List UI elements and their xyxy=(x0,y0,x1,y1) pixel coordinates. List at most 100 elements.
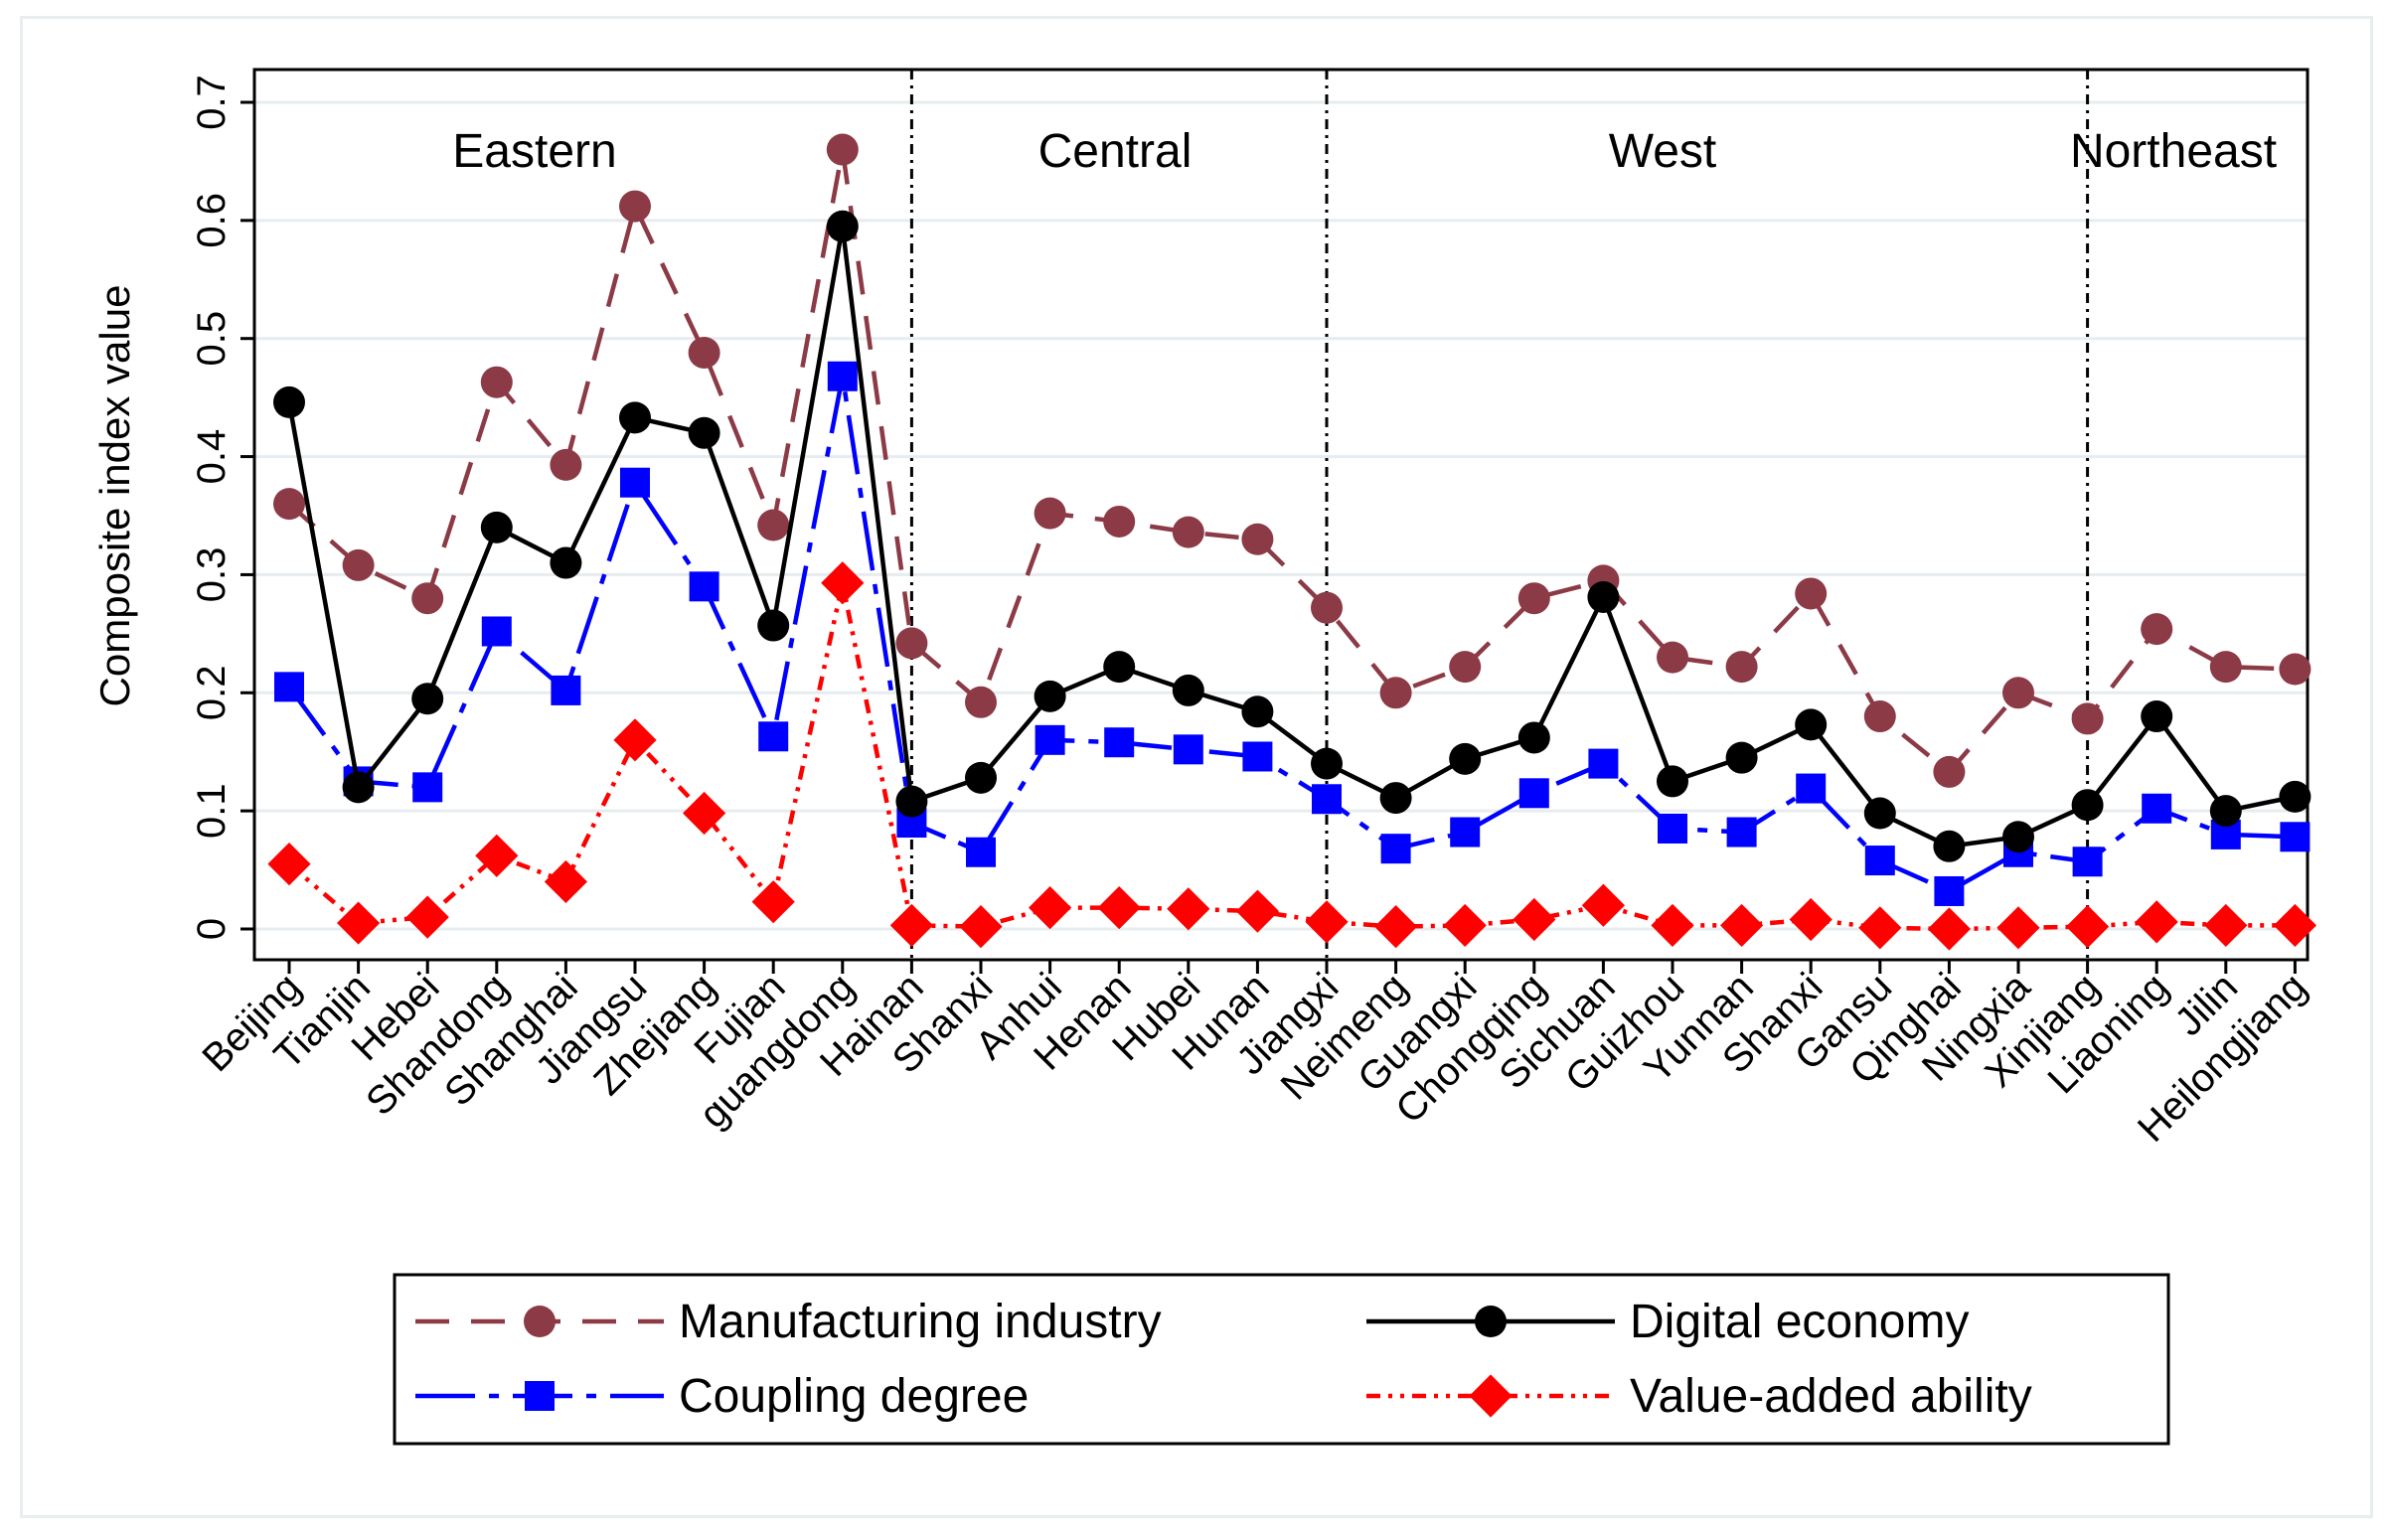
data-point xyxy=(1449,651,1482,684)
y-tick-label: 0.6 xyxy=(190,193,234,248)
data-point xyxy=(1796,773,1827,804)
region-labels: Eastern Central West Northeast xyxy=(452,125,2277,178)
data-point xyxy=(1934,875,1965,906)
data-point xyxy=(966,837,996,867)
plot-area-border xyxy=(252,68,2310,962)
data-point xyxy=(480,366,513,398)
data-point xyxy=(1443,903,1487,948)
series-value-added-ability xyxy=(267,561,2316,951)
data-point xyxy=(1241,523,1274,555)
data-point xyxy=(1517,721,1550,754)
grid-lines xyxy=(254,100,2308,931)
legend-box xyxy=(393,1273,2170,1446)
data-point xyxy=(1167,887,1210,931)
series-coupling-degree xyxy=(274,361,2311,906)
data-point xyxy=(1720,903,1764,948)
data-point xyxy=(1588,748,1619,779)
chart-frame xyxy=(20,16,2373,1518)
data-point xyxy=(1657,641,1688,674)
data-point xyxy=(683,791,726,836)
data-point xyxy=(2066,905,2110,949)
data-point xyxy=(1097,886,1141,930)
data-point xyxy=(551,675,581,705)
data-point xyxy=(544,859,587,904)
data-point xyxy=(1795,577,1828,610)
data-point xyxy=(619,190,651,223)
data-point xyxy=(895,785,928,818)
legend-swatch-marker xyxy=(1475,1306,1507,1337)
data-point xyxy=(342,771,375,804)
y-tick-label: 0.1 xyxy=(190,783,234,839)
data-point xyxy=(1172,516,1204,548)
data-point xyxy=(1311,591,1343,624)
series-digital-economy xyxy=(273,210,2311,862)
data-point xyxy=(2209,795,2242,828)
data-point xyxy=(619,401,651,434)
data-point xyxy=(1235,889,1279,933)
data-point xyxy=(1657,765,1688,798)
data-point xyxy=(2204,903,2248,948)
data-point xyxy=(475,834,519,877)
data-point xyxy=(411,683,444,715)
data-point xyxy=(1379,782,1412,815)
legend-swatch-marker xyxy=(1469,1374,1513,1418)
data-point xyxy=(2002,821,2034,853)
data-point xyxy=(826,133,859,166)
data-point xyxy=(1172,674,1204,706)
data-point xyxy=(2072,847,2103,877)
data-point xyxy=(2141,700,2173,733)
data-point xyxy=(688,416,720,449)
data-point xyxy=(2071,702,2104,735)
region-label: Central xyxy=(1038,125,1193,178)
region-label: Northeast xyxy=(2070,125,2277,178)
data-point xyxy=(1795,708,1828,741)
series-manufacturing-industry xyxy=(273,133,2311,788)
legend-swatch-marker xyxy=(524,1306,556,1337)
data-point xyxy=(1581,883,1625,927)
data-point xyxy=(273,385,305,418)
data-point xyxy=(411,582,444,615)
data-point xyxy=(273,488,305,521)
data-point xyxy=(1103,651,1136,684)
region-label: Eastern xyxy=(452,125,616,178)
data-point xyxy=(2142,793,2172,824)
data-point xyxy=(821,561,865,605)
data-point xyxy=(1374,905,1418,949)
data-point xyxy=(620,467,650,498)
data-point xyxy=(550,448,582,481)
data-point xyxy=(2071,789,2104,822)
legend-label: Digital economy xyxy=(1630,1296,1969,1348)
data-point xyxy=(2141,613,2173,646)
data-point xyxy=(689,571,719,602)
data-point xyxy=(1513,897,1556,942)
series-line xyxy=(286,224,2296,849)
data-point xyxy=(757,609,790,642)
data-point xyxy=(1029,886,1072,930)
series-line xyxy=(287,374,2296,894)
data-point xyxy=(2280,822,2311,852)
data-point xyxy=(1379,677,1412,709)
data-point xyxy=(1241,695,1274,728)
series-line xyxy=(287,147,2296,775)
axes: 00.10.20.30.40.50.60.7BeijingTianjinHebe… xyxy=(190,75,2315,1151)
data-point xyxy=(1517,582,1550,615)
data-point xyxy=(2135,900,2178,944)
data-point xyxy=(959,905,1003,949)
data-point xyxy=(889,903,933,948)
data-point xyxy=(1651,903,1694,948)
data-point xyxy=(2279,653,2311,686)
data-point xyxy=(965,686,997,718)
data-point xyxy=(826,210,859,242)
data-point xyxy=(1311,747,1343,780)
y-tick-label: 0.7 xyxy=(190,75,234,130)
data-point xyxy=(1658,813,1687,844)
y-axis-title: Composite index value xyxy=(91,285,138,707)
data-point xyxy=(1789,897,1833,942)
data-point xyxy=(1587,581,1620,614)
data-point xyxy=(1726,817,1757,847)
data-point xyxy=(1933,830,1966,862)
data-point xyxy=(412,772,443,803)
data-point xyxy=(481,616,512,647)
data-point xyxy=(550,546,582,579)
